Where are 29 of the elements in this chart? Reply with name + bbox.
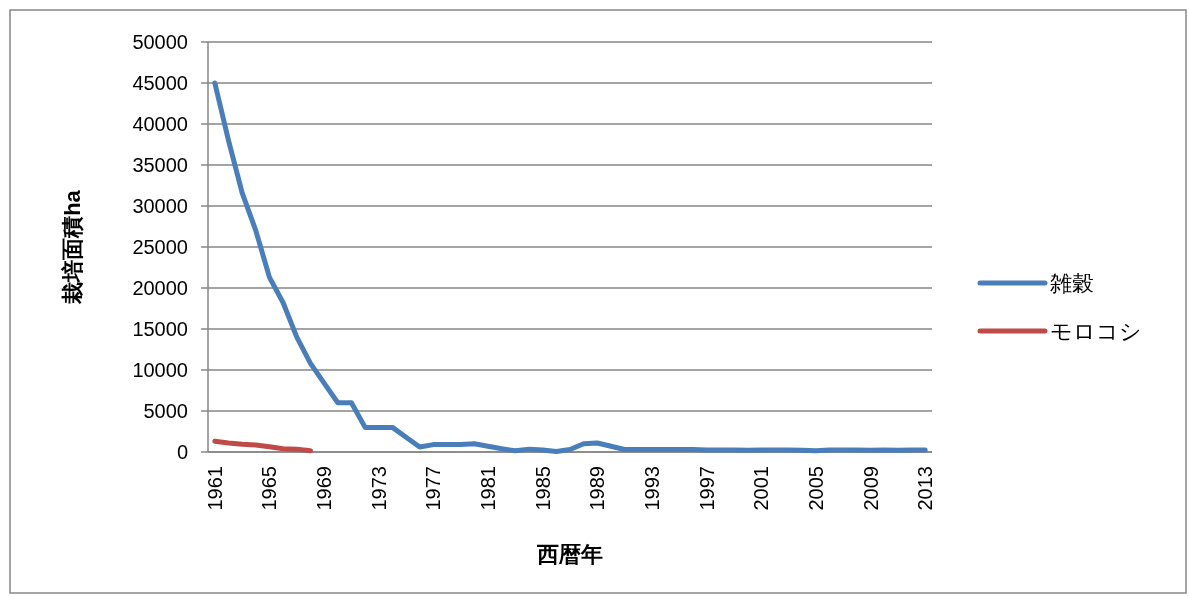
x-tick-label: 2013 bbox=[914, 466, 937, 511]
x-tick-label: 1961 bbox=[203, 466, 226, 511]
x-axis-title: 西暦年 bbox=[536, 542, 603, 567]
y-tick-label: 0 bbox=[176, 441, 188, 463]
y-tick-label: 40000 bbox=[132, 113, 188, 135]
y-axis-title: 栽培面積ha bbox=[60, 189, 85, 305]
x-tick-label: 1977 bbox=[422, 466, 445, 511]
y-tick-label: 25000 bbox=[132, 236, 188, 258]
y-tick-label: 15000 bbox=[132, 318, 188, 340]
x-tick-label: 1993 bbox=[640, 466, 663, 511]
legend-label: 雑穀 bbox=[1050, 271, 1094, 296]
legend-label: モロコシ bbox=[1050, 319, 1142, 344]
x-tick-label: 1981 bbox=[477, 466, 500, 511]
y-tick-label: 20000 bbox=[132, 277, 188, 299]
x-tick-label: 2005 bbox=[804, 466, 827, 511]
x-tick-label: 1985 bbox=[531, 466, 554, 511]
x-tick-label: 2009 bbox=[859, 466, 882, 511]
y-tick-label: 5000 bbox=[143, 400, 188, 422]
y-tick-label: 10000 bbox=[132, 359, 188, 381]
x-tick-label: 1969 bbox=[313, 466, 336, 511]
x-tick-label: 1965 bbox=[258, 466, 281, 511]
y-tick-label: 35000 bbox=[132, 154, 188, 176]
y-tick-label: 30000 bbox=[132, 195, 188, 217]
x-tick-label: 1989 bbox=[586, 466, 609, 511]
x-tick-label: 1973 bbox=[367, 466, 390, 511]
x-tick-label: 1997 bbox=[695, 466, 718, 511]
y-tick-label: 45000 bbox=[132, 72, 188, 94]
y-tick-label: 50000 bbox=[132, 31, 188, 53]
x-tick-label: 2001 bbox=[750, 466, 773, 511]
